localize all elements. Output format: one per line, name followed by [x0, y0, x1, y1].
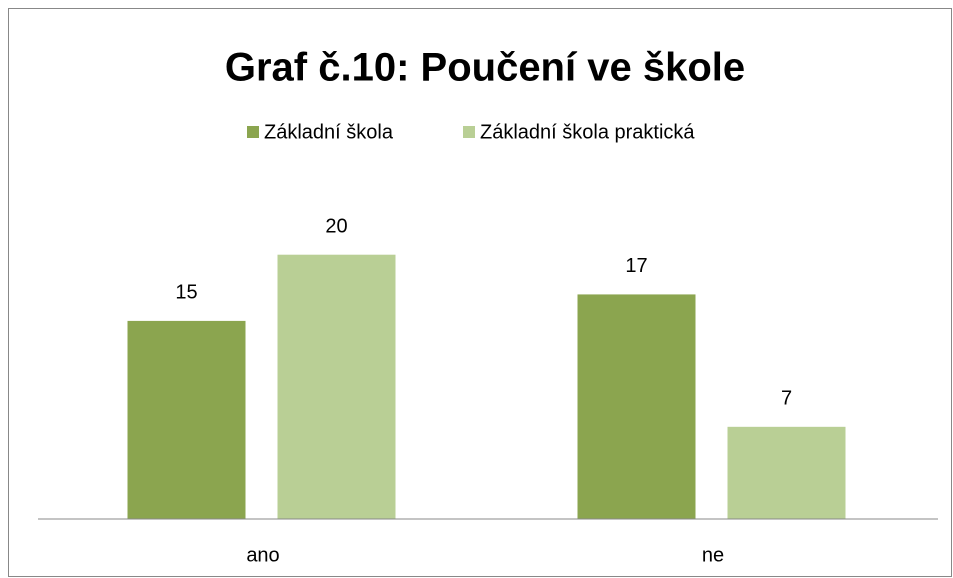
legend-swatch [247, 126, 259, 138]
value-label: 17 [625, 255, 647, 277]
value-label: 7 [781, 388, 792, 410]
bar [726, 425, 847, 520]
legend-swatch [463, 126, 475, 138]
legend-label: Základní škola [264, 121, 394, 143]
legend-label: Základní škola praktická [480, 121, 695, 143]
chart-title: Graf č.10: Poučení ve škole [225, 46, 745, 90]
x-tick-label: ne [702, 544, 724, 566]
bar [576, 293, 697, 520]
value-label: 20 [325, 215, 347, 237]
x-tick-label: ano [246, 544, 279, 566]
value-label: 15 [175, 282, 197, 304]
bar [276, 253, 397, 520]
bar [126, 319, 247, 520]
